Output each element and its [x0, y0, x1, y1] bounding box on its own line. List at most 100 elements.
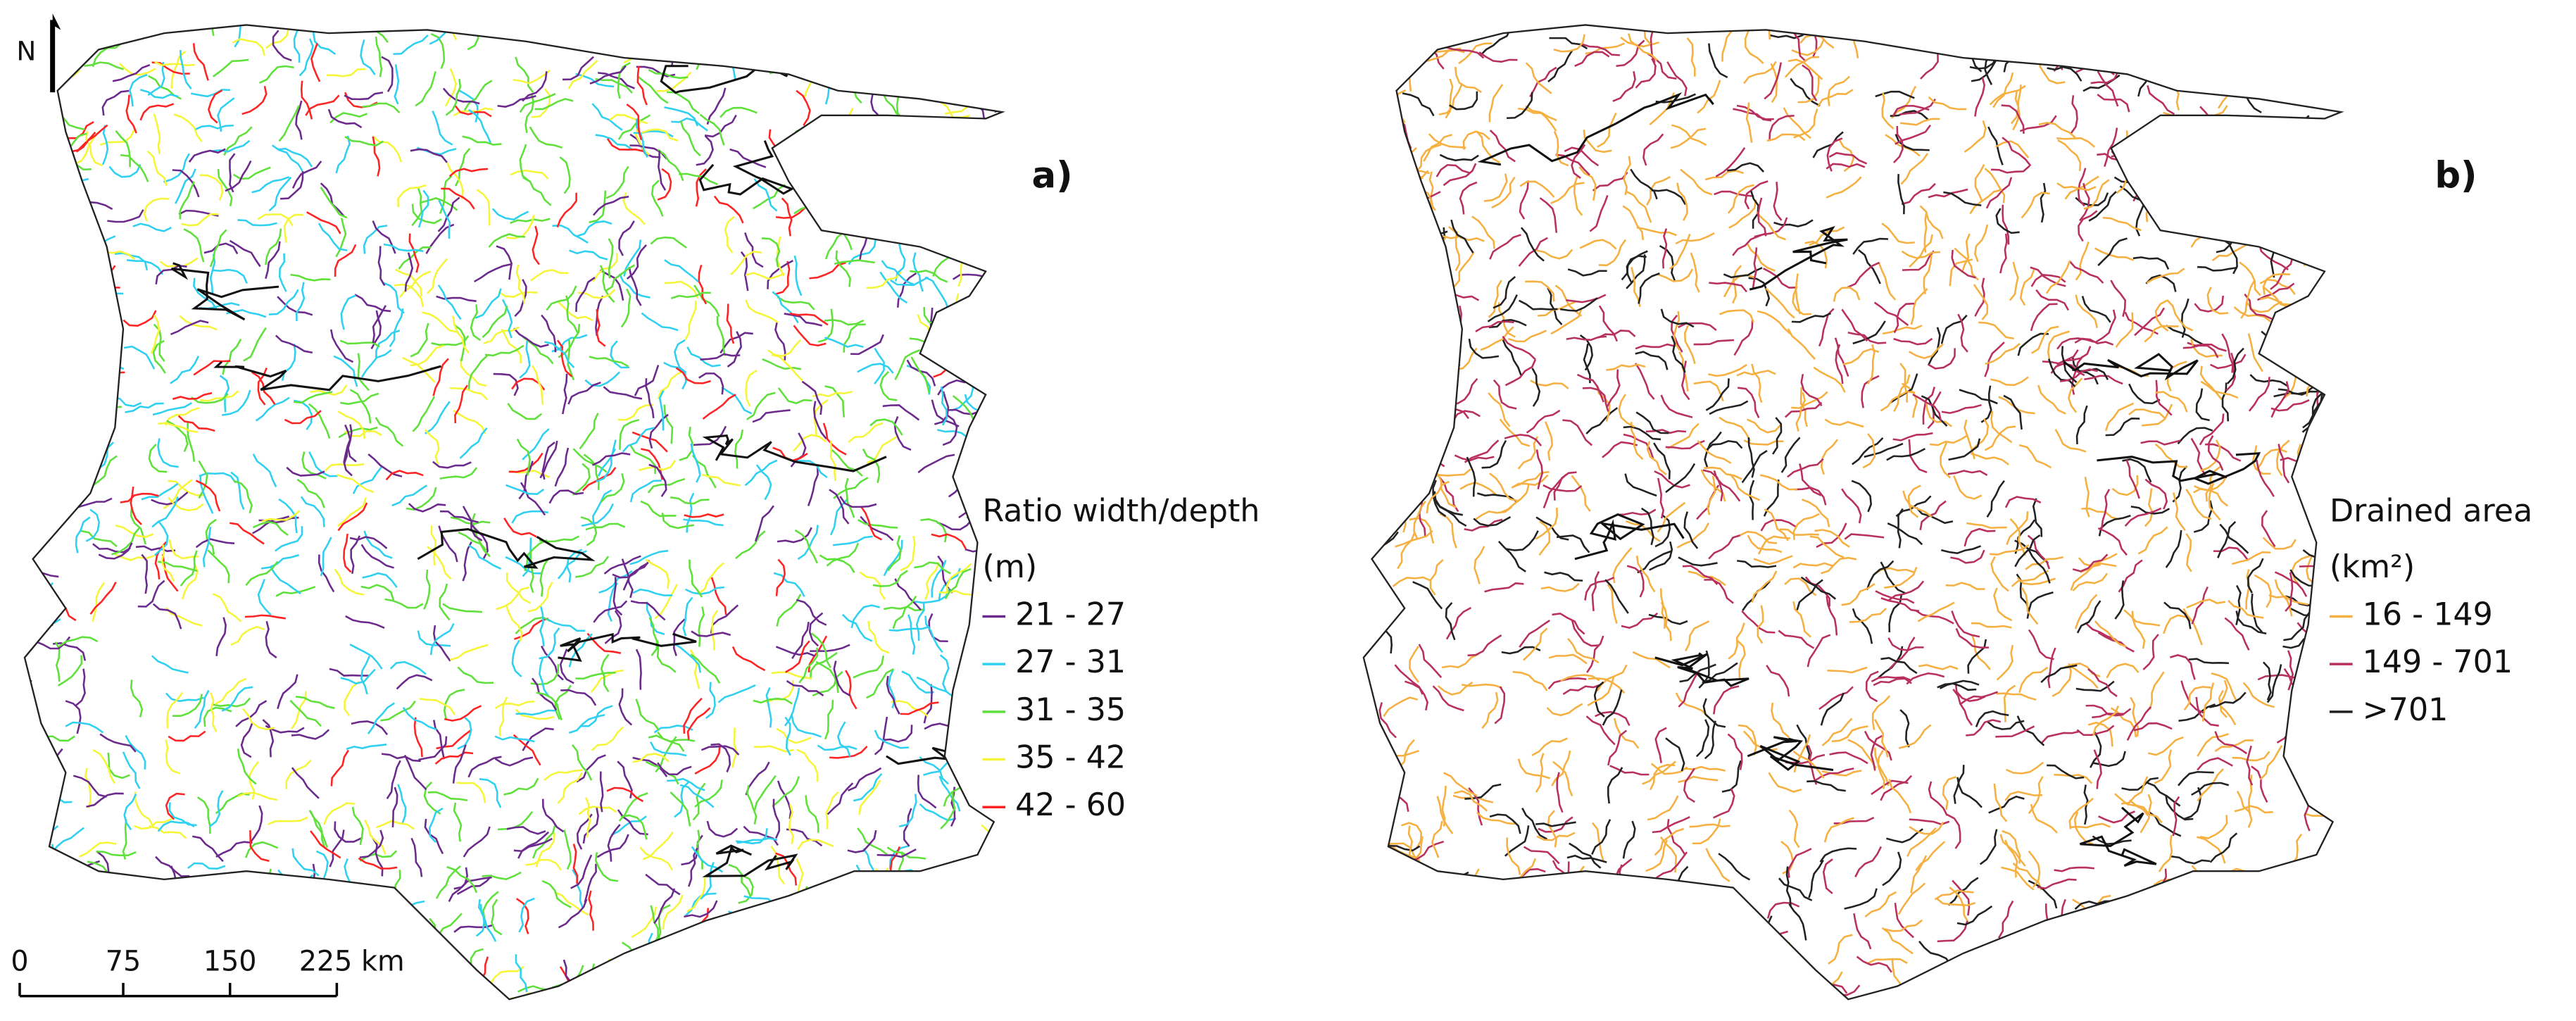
- river: [235, 700, 268, 727]
- river: [1649, 541, 1673, 571]
- river: [130, 487, 142, 525]
- river: [937, 173, 945, 213]
- river: [2054, 429, 2087, 453]
- river: [529, 126, 563, 149]
- river: [1665, 439, 1705, 450]
- river: [1622, 820, 1636, 859]
- river: [283, 989, 298, 1000]
- river: [1884, 567, 1918, 589]
- river: [280, 171, 304, 200]
- river: [338, 426, 378, 439]
- river: [826, 542, 860, 567]
- river: [2140, 439, 2181, 446]
- river: [1564, 146, 1600, 167]
- river: [2115, 312, 2134, 348]
- river: [1377, 57, 1417, 69]
- river: [753, 745, 794, 753]
- river: [168, 730, 206, 742]
- river: [1646, 929, 1659, 969]
- river: [2092, 835, 2132, 846]
- river: [1921, 395, 1948, 427]
- river: [252, 453, 277, 487]
- river: [539, 657, 550, 697]
- river: [402, 707, 437, 731]
- river: [307, 919, 346, 928]
- river: [628, 266, 642, 306]
- river: [1898, 724, 1932, 749]
- river: [211, 139, 251, 153]
- river: [84, 131, 103, 167]
- river: [618, 220, 635, 256]
- river: [2025, 556, 2063, 570]
- river: [1980, 385, 1992, 423]
- river: [812, 401, 827, 440]
- river: [1973, 284, 1989, 320]
- river: [657, 168, 672, 201]
- river: [2055, 924, 2076, 961]
- river: [1412, 581, 1443, 610]
- river: [2335, 897, 2342, 937]
- river: [49, 451, 83, 477]
- river: [230, 909, 259, 939]
- river: [48, 404, 83, 430]
- river: [1745, 915, 1773, 947]
- river: [1999, 233, 2008, 274]
- river: [1635, 555, 1656, 593]
- river: [458, 531, 491, 558]
- river: [2110, 280, 2126, 317]
- river: [25, 676, 32, 683]
- river: [1865, 670, 1879, 703]
- river: [524, 539, 548, 572]
- river: [402, 356, 436, 383]
- river: [359, 914, 399, 923]
- river: [2128, 408, 2166, 420]
- river: [1708, 363, 1747, 377]
- river: [466, 25, 479, 51]
- river: [343, 533, 352, 573]
- river: [2058, 898, 2067, 939]
- river: [734, 429, 744, 469]
- river: [1984, 425, 2016, 451]
- river: [791, 714, 822, 738]
- river: [334, 821, 362, 843]
- river: [1566, 294, 1607, 303]
- river: [2302, 393, 2323, 429]
- river: [157, 820, 195, 832]
- river: [2267, 907, 2278, 948]
- river: [2052, 663, 2072, 697]
- river: [877, 199, 901, 233]
- river: [155, 856, 190, 877]
- river: [1602, 689, 1623, 726]
- river: [2054, 773, 2093, 784]
- river: [2245, 569, 2251, 610]
- river: [2214, 196, 2221, 236]
- river: [1504, 359, 1537, 387]
- river: [278, 105, 300, 142]
- river: [609, 114, 648, 125]
- river: [1439, 294, 1480, 301]
- river: [2009, 518, 2026, 556]
- river: [2295, 706, 2311, 745]
- river: [506, 826, 546, 835]
- river: [968, 965, 1003, 986]
- river: [25, 504, 42, 515]
- river: [704, 114, 737, 138]
- river: [1941, 545, 1982, 554]
- river: [1637, 550, 1672, 574]
- river: [55, 943, 90, 965]
- river: [1784, 401, 1823, 418]
- river: [1853, 913, 1872, 950]
- river: [1431, 396, 1447, 436]
- river: [115, 130, 131, 168]
- river: [1635, 411, 1669, 434]
- river: [429, 622, 455, 656]
- river: [952, 273, 993, 282]
- river: [27, 814, 54, 841]
- river: [969, 656, 988, 695]
- river: [1719, 416, 1752, 441]
- legend-label: 16 - 149: [2363, 597, 2493, 633]
- river: [591, 103, 623, 131]
- river: [696, 135, 714, 166]
